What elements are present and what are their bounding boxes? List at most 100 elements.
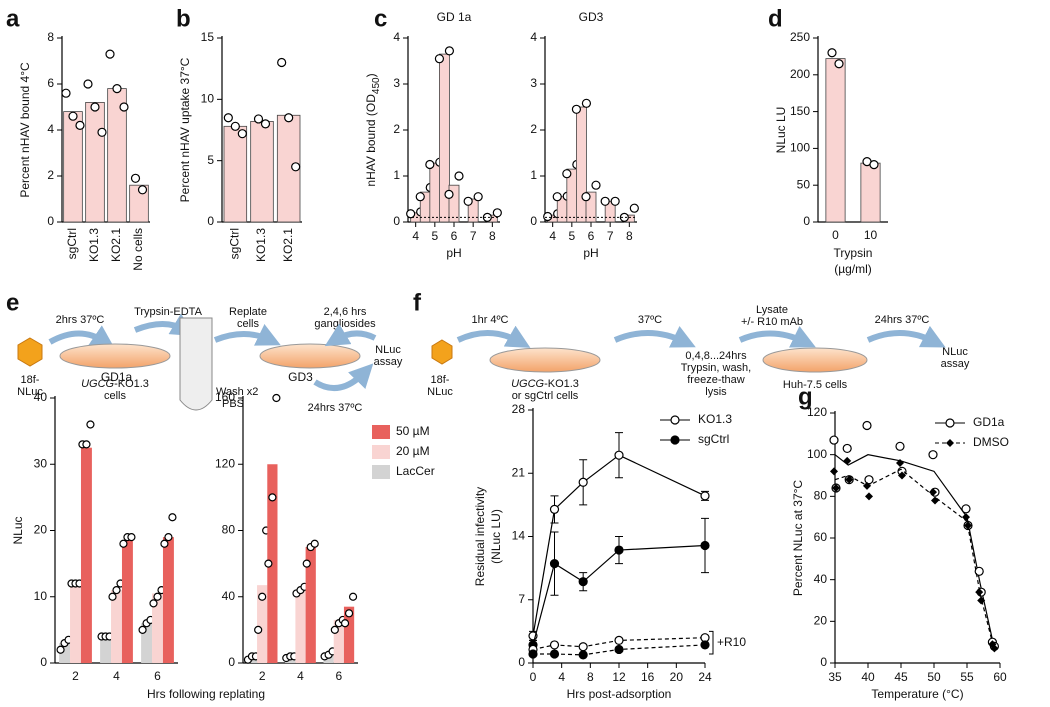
y-tick-label: 4 xyxy=(530,30,537,44)
bar xyxy=(439,53,450,223)
marker xyxy=(629,203,639,213)
y-axis-label: Residual infectivity xyxy=(473,487,487,586)
chart-title: GD1a xyxy=(101,370,133,384)
diagram-text: Huh-7.5 cells xyxy=(783,379,848,391)
y-tick-label: 2 xyxy=(393,122,400,136)
marker xyxy=(528,649,538,659)
marker xyxy=(977,596,986,605)
bar xyxy=(70,583,81,663)
diagram-text: UGCG xyxy=(81,378,114,390)
marker xyxy=(254,625,263,634)
marker xyxy=(549,559,560,569)
diagram-text: UGCG xyxy=(511,378,544,390)
marker xyxy=(614,644,624,655)
y-axis-label: Percent nHAV uptake 37°C xyxy=(178,57,192,202)
bar xyxy=(141,623,153,663)
y-tick-label: 250 xyxy=(790,30,810,44)
marker xyxy=(223,113,233,123)
y-tick-label: 50 xyxy=(797,177,811,191)
x-tick-label: 8 xyxy=(489,229,496,243)
diagram-e: 18f- NLuc 2hrs 37ºC UGCG-KO1.3 cells Try… xyxy=(17,306,403,414)
diagram-text: Wash x2 xyxy=(216,386,258,398)
diagram-text: gangliosides xyxy=(314,318,376,330)
bar xyxy=(152,593,163,663)
marker xyxy=(272,393,281,403)
marker xyxy=(614,545,624,555)
x-tick-label: 4 xyxy=(297,669,304,683)
dish xyxy=(259,343,361,369)
marker xyxy=(112,586,121,595)
bar xyxy=(111,590,122,663)
marker xyxy=(277,57,287,68)
y-tick-label: 28 xyxy=(512,402,526,416)
marker xyxy=(895,441,905,451)
x-tick-label: KO2.1 xyxy=(109,228,123,262)
arrow xyxy=(613,325,696,348)
x-tick-label: No cells xyxy=(131,228,145,271)
x-tick-label: 2 xyxy=(259,669,266,683)
marker xyxy=(130,173,141,183)
y-tick-label: 100 xyxy=(807,447,827,461)
diagram-text: NLuc xyxy=(17,386,43,398)
x-tick-label: 4 xyxy=(113,669,120,683)
marker xyxy=(700,491,710,501)
y-tick-label: 120 xyxy=(215,456,235,470)
marker xyxy=(832,484,840,492)
bar xyxy=(162,537,174,663)
marker xyxy=(348,592,358,601)
diagram-text: NLuc xyxy=(375,344,401,356)
marker xyxy=(268,493,277,502)
marker xyxy=(581,98,592,108)
marker xyxy=(149,599,158,608)
marker xyxy=(610,196,620,206)
x-tick-label: 40 xyxy=(861,670,875,684)
y-axis-label: Percent NLuc at 37°C xyxy=(791,480,805,597)
bar xyxy=(121,540,133,663)
marker xyxy=(700,640,710,650)
x-axis-label: Temperature (°C) xyxy=(871,687,963,701)
marker xyxy=(929,488,937,497)
marker xyxy=(302,559,311,568)
marker xyxy=(827,48,837,58)
x-axis-label: Trypsin xyxy=(834,246,873,260)
x-tick-label: 5 xyxy=(568,229,575,243)
marker xyxy=(865,492,873,501)
marker xyxy=(68,111,78,121)
marker xyxy=(86,420,95,429)
marker xyxy=(444,46,455,56)
marker xyxy=(549,640,560,650)
arrow xyxy=(738,325,816,348)
legend-label: LacCer xyxy=(396,464,435,478)
x-axis-label: (µg/ml) xyxy=(834,262,872,276)
y-tick-label: 40 xyxy=(222,589,236,603)
diagram-text: PBS xyxy=(222,398,244,410)
diagram-text: 18f- xyxy=(431,374,450,386)
panel-label: c xyxy=(374,5,387,32)
x-axis-label: Hrs following replating xyxy=(147,687,265,701)
y-tick-label: 0 xyxy=(803,214,810,228)
marker xyxy=(61,88,71,98)
x-tick-label: KO1.3 xyxy=(254,228,268,262)
marker xyxy=(562,169,572,179)
marker xyxy=(845,475,854,484)
y-tick-label: 5 xyxy=(207,153,214,167)
x-tick-label: sgCtrl xyxy=(228,228,242,259)
x-axis-label: pH xyxy=(446,246,461,260)
y-tick-label: 100 xyxy=(790,141,810,155)
y-axis-label: Percent nHAV bound 4°C xyxy=(18,62,32,198)
panel-label: g xyxy=(798,383,813,410)
marker xyxy=(108,592,117,601)
y-tick-label: 0 xyxy=(207,214,214,228)
marker xyxy=(843,456,852,465)
dish xyxy=(489,347,601,373)
virus-icon xyxy=(431,339,453,365)
legend-label: 20 µM xyxy=(396,444,430,458)
diagram-text: NLuc xyxy=(427,386,453,398)
y-tick-label: 10 xyxy=(34,589,48,603)
marker xyxy=(340,619,350,628)
marker xyxy=(578,642,588,652)
annotation-bracket xyxy=(709,630,714,655)
marker xyxy=(578,577,588,587)
marker xyxy=(864,475,874,485)
y-tick-label: 80 xyxy=(222,523,236,537)
